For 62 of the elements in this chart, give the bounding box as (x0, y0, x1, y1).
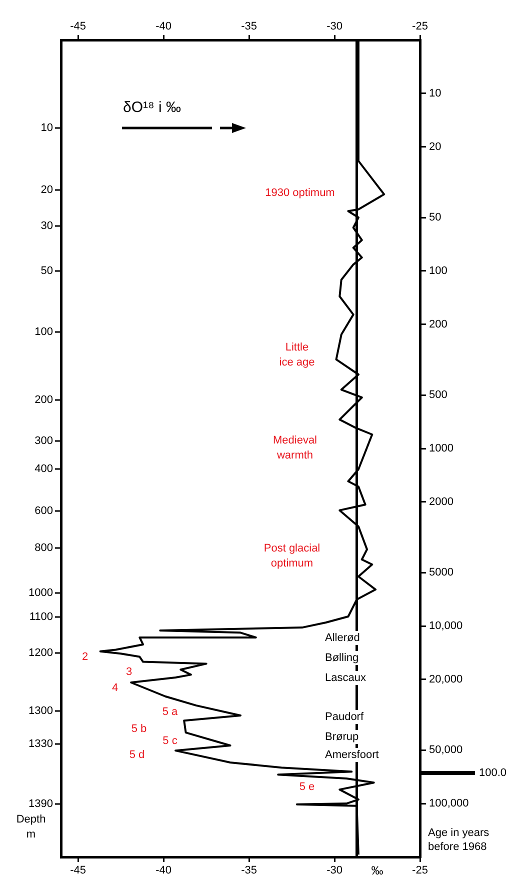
annotation: 5 d (129, 749, 145, 762)
text: 600 (34, 505, 53, 518)
annotation: 5 b (131, 723, 147, 736)
y-tick-label: 500 (429, 389, 448, 402)
x2-tick-label: -45 (70, 864, 86, 877)
x-tick-label: -45 (70, 20, 86, 32)
annotation: Post glacial optimum (264, 542, 320, 570)
y-tick-label: 50,000 (429, 744, 463, 756)
y-tick-label: 50 (429, 212, 442, 224)
text: 1200 (28, 647, 53, 660)
x-tick-label: -40 (156, 20, 172, 32)
y-tick-label: 200 (429, 318, 448, 330)
text: δO¹⁸ i ‰ (123, 99, 182, 116)
annotation: 4 (112, 682, 118, 694)
text: 1100 (29, 611, 53, 624)
y-tick-label: 100,000 (429, 798, 469, 810)
text: 800 (34, 542, 53, 554)
y-tick-label: 5000 (429, 566, 454, 579)
x2-tick-label: -40 (156, 864, 172, 877)
annotation: Lascaux (325, 672, 366, 684)
x2-tick-label: -25 (412, 864, 428, 877)
x2-tick-label: -30 (326, 864, 342, 877)
text: 1300 (28, 705, 53, 718)
x-axis-title: ‰ (371, 863, 384, 878)
y-tick-label: 100 (429, 265, 448, 277)
text: 1390 (28, 798, 53, 810)
text: 1000 (28, 587, 53, 600)
x-tick-label: -30 (326, 20, 342, 32)
x2-tick-label: -35 (241, 864, 257, 877)
annotation: 5 c (162, 735, 178, 748)
annotation: 5 e (299, 781, 315, 794)
annotation: Little ice age (279, 342, 315, 369)
annotation: Brørup (325, 731, 359, 744)
text: 50 (40, 265, 53, 278)
y-tick-label: 20,000 (429, 674, 463, 686)
y-axis-title: Age in years before 1968 (428, 827, 490, 854)
x-tick-label: -25 (412, 20, 428, 32)
annotation: Allerød (325, 632, 360, 644)
text: 200 (34, 394, 53, 406)
annotation: Bølling (325, 652, 359, 664)
x-tick-label: -35 (241, 20, 257, 32)
y-tick-label: 10 (429, 87, 442, 100)
text: 400 (34, 463, 53, 476)
text: 20 (40, 184, 53, 196)
annotation: 3 (126, 666, 132, 678)
text: 10 (40, 122, 53, 134)
text: 100 (34, 326, 53, 338)
annotation: Medieval warmth (272, 434, 318, 462)
annotation: Amersfoort (325, 749, 379, 762)
annotation: 2 (82, 651, 88, 664)
annotation: 5 a (162, 706, 179, 718)
text: 100.0 (479, 767, 507, 780)
text: 1330 (28, 738, 53, 750)
y-tick-label: 1000 (429, 442, 454, 455)
annotation: Paudorf (325, 711, 364, 724)
annotation: 1930 optimum (265, 187, 335, 200)
text: 30 (40, 220, 53, 232)
text: 300 (34, 435, 53, 448)
text: Depth m (16, 814, 46, 841)
y-tick-label: 20 (429, 140, 442, 153)
y-tick-label: 2000 (429, 496, 454, 508)
y-tick-label: 10,000 (429, 620, 463, 632)
